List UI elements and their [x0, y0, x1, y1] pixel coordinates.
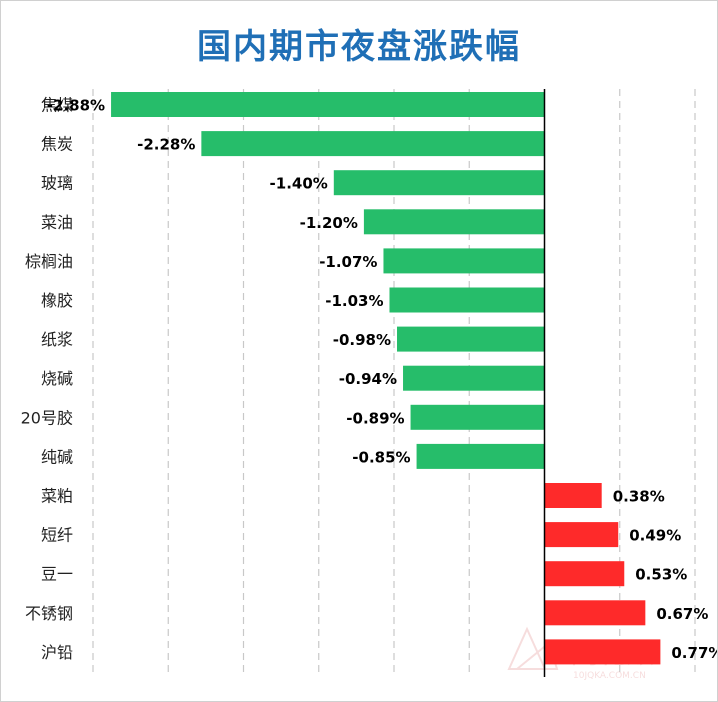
bar: [544, 561, 625, 587]
category-label: 20号胶: [21, 408, 73, 427]
watermark-site: 10JQKA.COM.CN: [573, 671, 646, 681]
category-label: 焦煤: [41, 96, 73, 115]
data-label: -1.07%: [319, 253, 377, 271]
bar: [410, 404, 545, 430]
category-label: 焦炭: [41, 135, 73, 154]
bar: [389, 287, 545, 313]
category-label: 豆一: [41, 565, 73, 584]
bar: [111, 92, 545, 117]
data-label: 0.49%: [629, 527, 681, 545]
bar: [397, 326, 545, 352]
chart-title: 国内期市夜盘涨跌幅: [197, 27, 521, 67]
data-label: 0.38%: [613, 488, 665, 506]
data-label: -0.94%: [339, 370, 397, 388]
data-label: -2.28%: [137, 136, 195, 154]
data-label: -1.20%: [300, 214, 358, 232]
bar: [544, 639, 661, 665]
bar: [544, 483, 602, 508]
bar: [201, 131, 545, 157]
bar: [544, 522, 619, 548]
data-label: -1.40%: [270, 175, 328, 193]
bar: [416, 443, 545, 469]
category-label: 短纤: [41, 526, 73, 545]
category-label: 菜粕: [41, 487, 73, 506]
bars: [111, 92, 661, 665]
category-label: 烧碱: [41, 369, 73, 388]
bar: [403, 365, 545, 391]
data-label: -0.89%: [346, 409, 404, 427]
category-label: 橡胶: [41, 291, 73, 310]
category-label: 纸浆: [41, 330, 73, 349]
data-label: -1.03%: [325, 292, 383, 310]
category-label: 纯碱: [41, 447, 73, 466]
data-label: -2.88%: [47, 97, 105, 115]
data-label: -0.98%: [333, 331, 391, 349]
data-label: -0.85%: [352, 448, 410, 466]
category-label: 棕榈油: [25, 252, 73, 271]
bar: [363, 209, 545, 235]
bar: [333, 170, 545, 196]
bar: [544, 600, 646, 626]
category-label: 玻璃: [41, 174, 73, 193]
category-label: 沪铅: [41, 643, 73, 662]
data-label: 0.67%: [656, 605, 708, 623]
data-label: 0.77%: [671, 644, 717, 662]
labels: 焦煤-2.88% 焦炭 -2.28% 玻璃 -1.40% 菜油 -1.20% 棕榈油 -1.07…: [21, 96, 717, 662]
category-label: 菜油: [41, 213, 73, 232]
data-label: 0.53%: [635, 566, 687, 584]
bar: [383, 248, 545, 274]
category-label: 不锈钢: [25, 604, 73, 623]
